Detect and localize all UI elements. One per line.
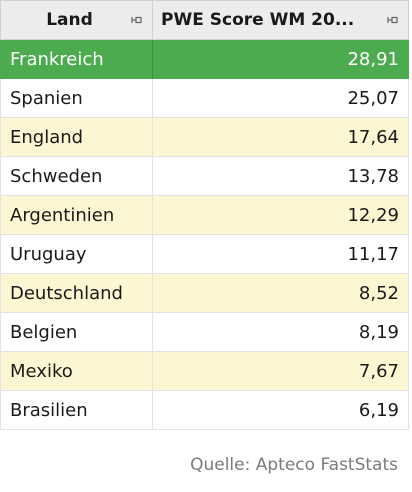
table-row[interactable]: Uruguay 11,17	[0, 234, 409, 274]
cell-land[interactable]: Mexiko	[0, 351, 153, 391]
cell-land[interactable]: Belgien	[0, 312, 153, 352]
cell-land[interactable]: Brasilien	[0, 390, 153, 430]
table-row[interactable]: Schweden 13,78	[0, 156, 409, 196]
cell-pwe-score[interactable]: 17,64	[152, 117, 409, 157]
table-row[interactable]: Brasilien 6,19	[0, 390, 409, 430]
cell-pwe-score[interactable]: 28,91	[152, 39, 409, 79]
cell-land[interactable]: Schweden	[0, 156, 153, 196]
pin-icon[interactable]	[386, 13, 400, 27]
cell-pwe-score[interactable]: 25,07	[152, 78, 409, 118]
table-row[interactable]: Argentinien 12,29	[0, 195, 409, 235]
column-header-label: PWE Score WM 20...	[161, 10, 355, 30]
pin-icon[interactable]	[130, 13, 144, 27]
column-header-pwe-score[interactable]: PWE Score WM 20...	[152, 0, 409, 40]
cell-pwe-score[interactable]: 6,19	[152, 390, 409, 430]
table-row[interactable]: Spanien 25,07	[0, 78, 409, 118]
data-grid: Land PWE Score WM 20... Frankreich 28,91 S…	[0, 0, 409, 430]
cell-land[interactable]: Spanien	[0, 78, 153, 118]
header-row: Land PWE Score WM 20...	[0, 0, 409, 40]
table-row[interactable]: Belgien 8,19	[0, 312, 409, 352]
table-row[interactable]: Deutschland 8,52	[0, 273, 409, 313]
source-note: Quelle: Apteco FastStats	[190, 455, 398, 475]
table-row[interactable]: Mexiko 7,67	[0, 351, 409, 391]
cell-land[interactable]: Uruguay	[0, 234, 153, 274]
cell-land[interactable]: England	[0, 117, 153, 157]
column-header-label: Land	[46, 10, 93, 30]
column-header-land[interactable]: Land	[0, 0, 153, 40]
cell-land[interactable]: Argentinien	[0, 195, 153, 235]
cell-pwe-score[interactable]: 11,17	[152, 234, 409, 274]
cell-land[interactable]: Deutschland	[0, 273, 153, 313]
table-row[interactable]: Frankreich 28,91	[0, 39, 409, 79]
cell-land[interactable]: Frankreich	[0, 39, 153, 79]
cell-pwe-score[interactable]: 8,52	[152, 273, 409, 313]
cell-pwe-score[interactable]: 7,67	[152, 351, 409, 391]
table-body: Frankreich 28,91 Spanien 25,07 England 17,64 S…	[0, 39, 409, 430]
cell-pwe-score[interactable]: 12,29	[152, 195, 409, 235]
cell-pwe-score[interactable]: 13,78	[152, 156, 409, 196]
table-row[interactable]: England 17,64	[0, 117, 409, 157]
cell-pwe-score[interactable]: 8,19	[152, 312, 409, 352]
